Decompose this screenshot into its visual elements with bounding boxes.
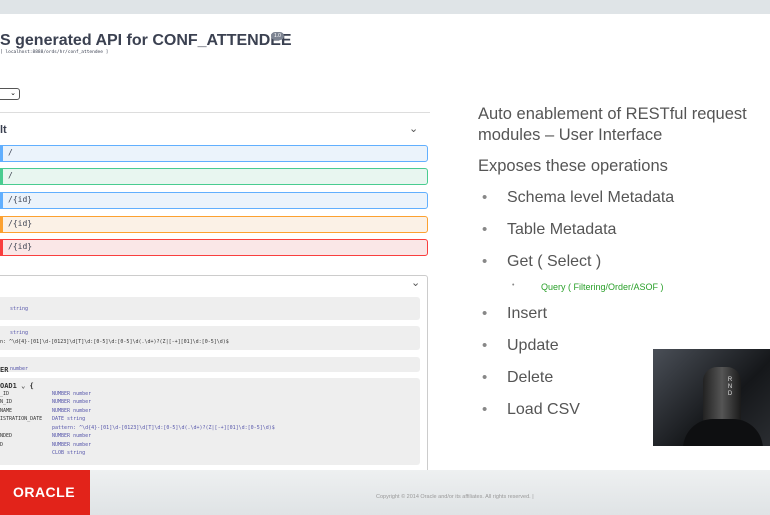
bullet-dot: • — [482, 369, 488, 386]
bullet-text: Update — [507, 337, 559, 354]
bullet-dot: • — [482, 189, 488, 206]
model-type: NUMBER number — [52, 407, 92, 414]
model-box: string n: ^\d{4}-[01]\d-[0123]\d[T]\d:[0-… — [0, 326, 420, 350]
api-url: [ localhost:8888/ords/hr/conf_attendee ] — [0, 50, 109, 55]
copyright: Copyright © 2014 Oracle and/or its affil… — [376, 494, 534, 500]
bullet-dot: • — [482, 253, 488, 270]
bullet-dot: • — [482, 401, 488, 418]
model-key: _ID — [0, 390, 10, 397]
swagger-panel: S generated API for CONF_ATTENDEE 1.0 [ … — [0, 14, 440, 475]
scheme-select[interactable]: ⌄ — [0, 88, 20, 100]
model-type: NUMBER number — [52, 441, 92, 448]
model-box: OAD1 ⌄ {_ID NUMBER number N_ID NUMBER numbe… — [0, 378, 420, 465]
bullet-text: Table Metadata — [507, 221, 617, 238]
operation-row[interactable]: /{id} — [0, 192, 428, 209]
operation-row[interactable]: /{id} — [0, 239, 428, 256]
bullet-dot: • — [482, 337, 488, 354]
model-type: NUMBER number — [52, 399, 92, 405]
logo: ORACLE — [12, 484, 76, 500]
gear-boot — [683, 419, 763, 446]
method-tag — [0, 193, 3, 208]
operation-path: / — [8, 171, 13, 180]
logo-box — [0, 470, 90, 515]
bullet-text: Load CSV — [507, 401, 580, 418]
model-key: D — [0, 441, 4, 448]
gear-knob — [703, 367, 741, 427]
model-type: number — [10, 366, 29, 372]
model-key: ER — [0, 366, 9, 374]
model-key: OAD1 ⌄ { — [0, 382, 34, 390]
bullet-text: Schema level Metadata — [507, 189, 675, 206]
footer — [0, 470, 770, 515]
section-name: lt — [0, 124, 7, 136]
model-key: NDED — [0, 433, 13, 439]
divider — [0, 112, 430, 113]
heading: Auto enablement of RESTful request modul… — [478, 105, 747, 144]
sub-bullet-text: Query ( Filtering/Order/ASOF ) — [541, 282, 664, 292]
model-box: ER number — [0, 357, 420, 374]
sub-bullet-dot: • — [512, 282, 515, 289]
operation-row[interactable]: / — [0, 145, 428, 162]
operation-path: /{id} — [8, 242, 33, 251]
model-type: NUMBER number — [52, 433, 92, 439]
operation-path: /{id} — [8, 195, 33, 204]
operation-path: /{id} — [8, 219, 33, 228]
model-key: N_ID — [0, 399, 13, 405]
model-key: n: ^\d{4}-[01]\d-[0123]\d[T]\d:[0-5]\d:[… — [0, 338, 229, 345]
operation-row[interactable]: / — [0, 168, 428, 185]
operation-path: / — [8, 148, 13, 157]
model-key: ISTRATION_DATE — [0, 416, 43, 422]
top-bar — [0, 0, 770, 14]
bullet-text: Get ( Select ) — [507, 253, 602, 270]
chevron[interactable]: ⌄ — [409, 123, 419, 135]
model-type: string — [10, 330, 29, 336]
bullet-text: Delete — [507, 369, 554, 386]
method-tag — [0, 169, 3, 184]
model-type: pattern: ^\d{4}-[01]\d-[0123]\d[T]\d:[0-… — [52, 424, 275, 431]
method-tag — [0, 217, 3, 232]
model-box: string — [0, 297, 420, 320]
chevron[interactable]: ⌄ — [411, 277, 421, 289]
bullet-dot: • — [482, 305, 488, 322]
model-type: DATE string — [52, 416, 86, 422]
bullet-text: Insert — [507, 305, 548, 322]
version-badge: 1.0 — [271, 32, 284, 40]
method-tag — [0, 240, 3, 255]
method-tag — [0, 146, 3, 161]
subheading: Exposes these operations — [478, 157, 668, 175]
operation-row[interactable]: /{id} — [0, 216, 428, 233]
model-key: NAME — [0, 407, 13, 414]
model-type: NUMBER number — [52, 390, 92, 397]
model-type: CLOB string — [52, 450, 86, 456]
bullet-dot: • — [482, 221, 488, 238]
api-title: S generated API for CONF_ATTENDEE — [0, 32, 292, 49]
model-type: string — [10, 306, 29, 312]
